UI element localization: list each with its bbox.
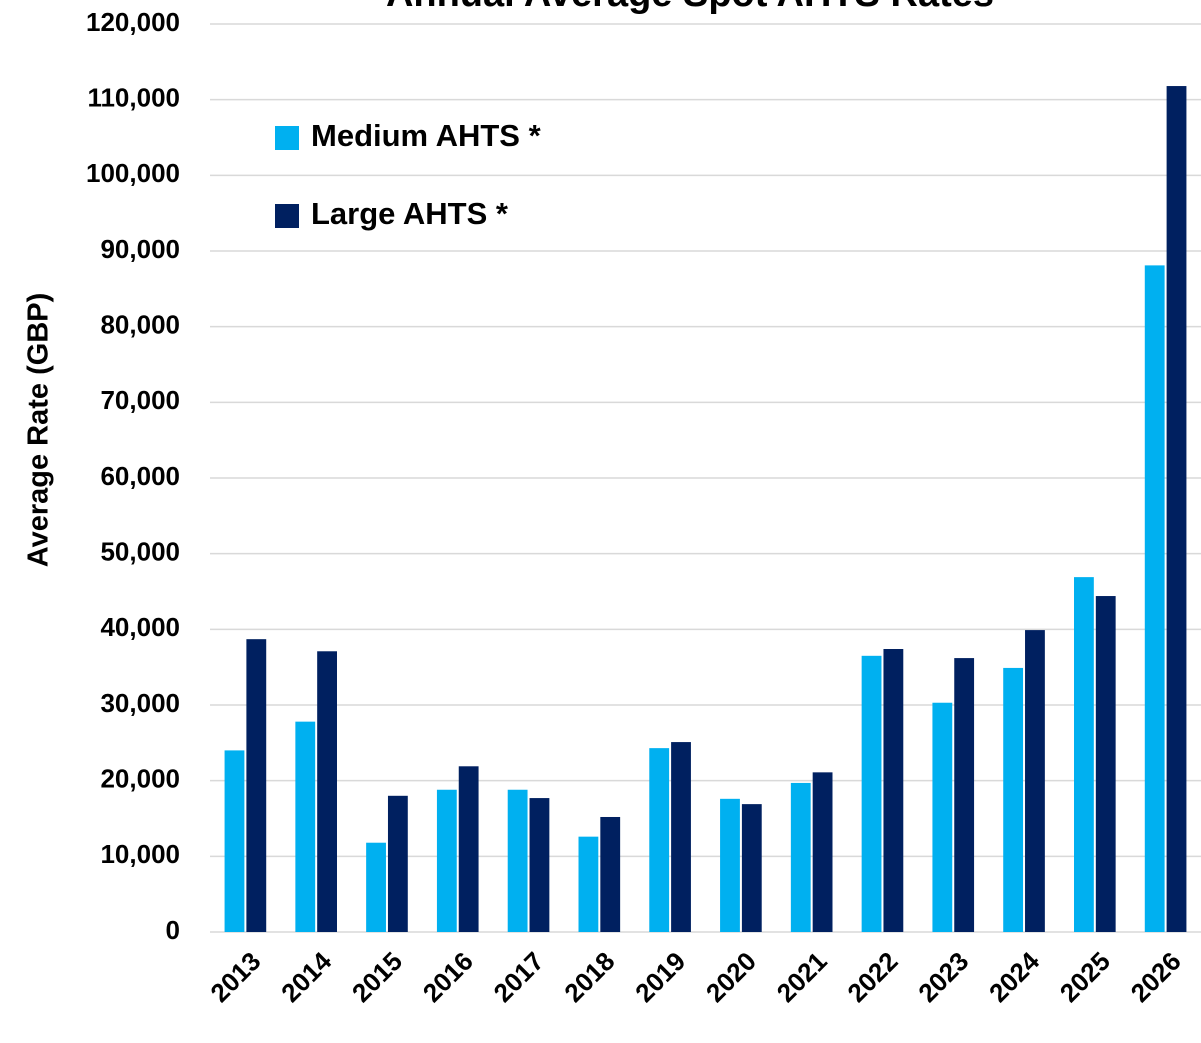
bar: [436, 789, 457, 932]
bar: [883, 649, 904, 932]
bar: [317, 651, 337, 932]
bar: [366, 842, 386, 932]
bar: [578, 836, 599, 932]
bar: [671, 742, 691, 932]
bar: [1074, 577, 1094, 932]
bar: [649, 748, 670, 932]
y-tick-label: 80,000: [100, 310, 180, 340]
x-tick-label: 2016: [417, 946, 479, 1008]
x-tick-label: 2019: [629, 946, 691, 1008]
bar: [224, 750, 245, 932]
x-tick-label: 2023: [912, 946, 974, 1008]
bar: [720, 798, 740, 932]
y-tick-label: 20,000: [100, 764, 180, 794]
bar: [741, 804, 762, 932]
legend-swatch: [275, 204, 299, 228]
bar: [812, 772, 833, 932]
chart-title: Annual Average Spot AHTS Rates: [386, 0, 994, 15]
legend-label: Large AHTS *: [311, 196, 509, 231]
x-tick-label: 2020: [700, 946, 762, 1008]
y-tick-label: 10,000: [100, 839, 180, 869]
y-tick-label: 70,000: [100, 385, 180, 415]
legend-swatch: [275, 126, 299, 150]
bar: [1166, 86, 1187, 932]
bar: [1025, 630, 1045, 932]
bar: [600, 816, 621, 932]
bar: [529, 798, 550, 932]
bar: [954, 658, 975, 932]
bar: [507, 789, 528, 932]
x-tick-label: 2017: [488, 946, 550, 1008]
y-tick-label: 60,000: [100, 461, 180, 491]
bar: [387, 795, 408, 932]
y-tick-label: 40,000: [100, 612, 180, 642]
bar: [246, 639, 267, 932]
y-tick-label: 30,000: [100, 688, 180, 718]
x-tick-label: 2014: [275, 946, 337, 1008]
bar: [790, 782, 811, 932]
y-tick-label: 110,000: [87, 83, 180, 113]
x-tick-label: 2026: [1125, 946, 1187, 1008]
bar: [861, 655, 882, 932]
y-tick-label: 0: [166, 915, 180, 945]
x-tick-label: 2015: [346, 946, 408, 1008]
y-axis-label: Average Rate (GBP): [23, 293, 55, 568]
y-tick-label: 100,000: [86, 158, 180, 188]
x-tick-label: 2013: [204, 946, 266, 1008]
bar: [932, 702, 953, 932]
x-tick-label: 2021: [771, 946, 833, 1008]
y-tick-label: 90,000: [100, 234, 180, 264]
bar: [295, 721, 316, 932]
bar: [1003, 667, 1024, 932]
x-tick-label: 2024: [983, 946, 1045, 1008]
bar: [1095, 596, 1116, 932]
x-tick-label: 2018: [558, 946, 620, 1008]
y-tick-label: 120,000: [86, 7, 180, 37]
x-tick-label: 2022: [841, 946, 903, 1008]
y-tick-label: 50,000: [100, 537, 180, 567]
x-tick-label: 2025: [1054, 946, 1116, 1008]
bar: [1144, 265, 1165, 932]
bar: [458, 766, 479, 932]
legend-label: Medium AHTS *: [311, 118, 542, 153]
